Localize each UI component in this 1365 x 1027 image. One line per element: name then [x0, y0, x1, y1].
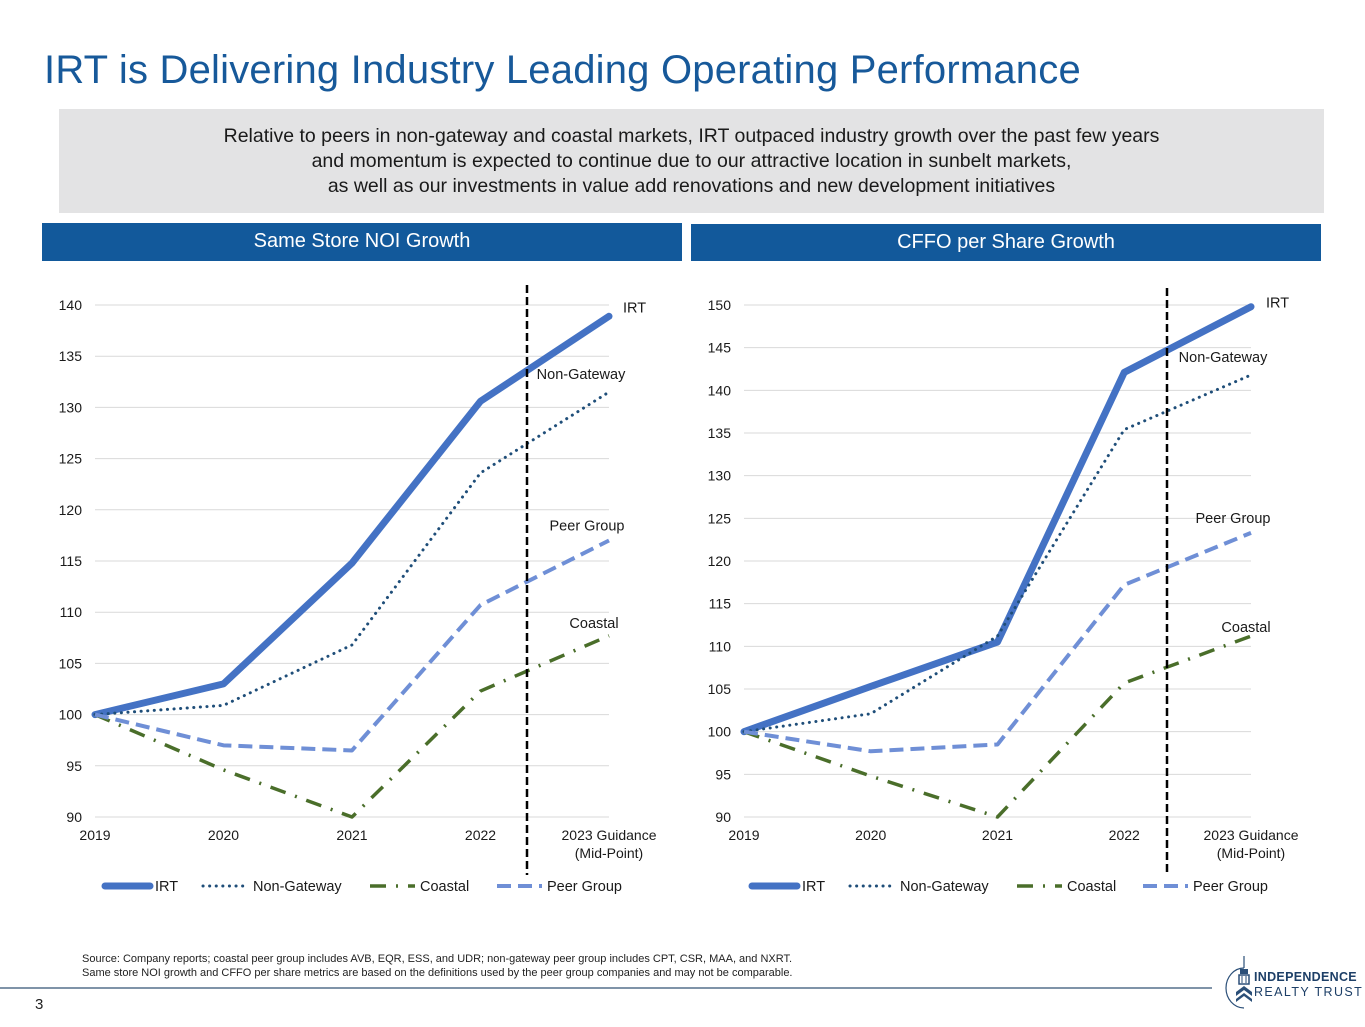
footnote-line: Source: Company reports; coastal peer gr…: [82, 953, 793, 965]
series-end-label-peer-group: Peer Group: [550, 519, 625, 535]
logo-text-line2: REALTY TRUST: [1254, 985, 1364, 999]
series-end-label-irt: IRT: [1266, 296, 1289, 312]
x-tick-label: 2021: [336, 827, 367, 843]
y-tick-label: 95: [66, 758, 82, 774]
x-tick-label: 2022: [465, 827, 496, 843]
y-tick-label: 115: [60, 553, 83, 569]
x-tick-label: 2020: [855, 827, 886, 843]
series-line-non-gateway: [742, 373, 1253, 734]
legend-label-non-gateway: Non-Gateway: [900, 879, 989, 895]
x-tick-label: 2023 Guidance: [1204, 827, 1299, 843]
summary-line: and momentum is expected to continue due…: [311, 150, 1072, 172]
y-tick-label: 150: [708, 297, 732, 313]
y-tick-label: 110: [60, 604, 83, 620]
y-tick-label: 105: [708, 681, 732, 697]
y-tick-label: 90: [66, 809, 82, 825]
summary-line: as well as our investments in value add …: [327, 175, 1056, 197]
source-footnote: Source: Company reports; coastal peer gr…: [82, 952, 793, 980]
footnote-line: Same store NOI growth and CFFO per share…: [82, 967, 793, 979]
legend-label-non-gateway: Non-Gateway: [253, 879, 342, 895]
y-tick-label: 125: [708, 510, 732, 526]
footer-divider: [0, 987, 1212, 989]
y-tick-label: 135: [59, 348, 83, 364]
y-tick-label: 90: [715, 809, 731, 825]
page-number: 3: [35, 996, 44, 1013]
y-tick-label: 125: [59, 451, 83, 467]
x-tick-label: 2023 Guidance: [562, 827, 657, 843]
series-line-coastal: [94, 634, 610, 819]
y-tick-label: 140: [708, 382, 732, 398]
series-line-non-gateway: [93, 390, 611, 717]
legend-label-peer-group: Peer Group: [547, 879, 622, 895]
y-tick-label: 95: [715, 766, 731, 782]
x-tick-label: 2019: [728, 827, 759, 843]
x-tick-label: (Mid-Point): [1217, 845, 1285, 861]
series-end-label-peer-group: Peer Group: [1196, 511, 1271, 527]
y-tick-label: 120: [59, 502, 83, 518]
x-tick-label: (Mid-Point): [575, 845, 643, 861]
legend-label-irt: IRT: [802, 879, 825, 895]
series-end-label-coastal: Coastal: [1221, 620, 1270, 636]
cffo-panel-header: CFFO per Share Growth: [691, 224, 1321, 261]
series-line-coastal: [743, 634, 1252, 819]
y-tick-label: 145: [708, 340, 732, 356]
legend-label-peer-group: Peer Group: [1193, 879, 1268, 895]
legend-label-coastal: Coastal: [420, 879, 469, 895]
building-dome-icon: [1225, 956, 1252, 1009]
legend-label-irt: IRT: [155, 879, 178, 895]
x-tick-label: 2020: [208, 827, 239, 843]
y-tick-label: 130: [708, 468, 732, 484]
series-line-peer-group: [94, 538, 610, 753]
y-tick-label: 130: [59, 399, 83, 415]
y-tick-label: 135: [708, 425, 732, 441]
summary-box: Relative to peers in non-gateway and coa…: [59, 109, 1324, 213]
y-tick-label: 115: [709, 596, 732, 612]
company-logo: INDEPENDENCE REALTY TRUST: [1222, 952, 1362, 1012]
series-end-label-irt: IRT: [623, 300, 646, 316]
logo-text-line1: INDEPENDENCE: [1254, 970, 1357, 984]
x-tick-label: 2021: [982, 827, 1013, 843]
series-end-label-non-gateway: Non-Gateway: [1179, 350, 1268, 366]
page-title: IRT is Delivering Industry Leading Opera…: [44, 48, 1081, 92]
x-tick-label: 2022: [1109, 827, 1140, 843]
series-end-label-non-gateway: Non-Gateway: [537, 367, 626, 383]
summary-line: Relative to peers in non-gateway and coa…: [223, 125, 1160, 147]
y-tick-label: 110: [709, 638, 732, 654]
y-tick-label: 100: [708, 724, 732, 740]
cffo-growth-chart: 90 95 100 105 110 115 120 125 130 135 140 145 150 201…: [708, 288, 1299, 895]
noi-growth-chart: 90 95 100 105 110 115 120 125 130 135 140 2019 2020 2…: [59, 285, 657, 895]
series-line-irt: [740, 303, 1255, 736]
noi-panel-header: Same Store NOI Growth: [42, 223, 682, 261]
y-tick-label: 100: [59, 707, 83, 723]
series-end-label-coastal: Coastal: [569, 616, 618, 632]
x-tick-label: 2019: [79, 827, 110, 843]
y-tick-label: 105: [59, 655, 83, 671]
series-line-irt: [91, 312, 613, 719]
legend-label-coastal: Coastal: [1067, 879, 1116, 895]
y-tick-label: 140: [59, 297, 83, 313]
y-tick-label: 120: [708, 553, 732, 569]
